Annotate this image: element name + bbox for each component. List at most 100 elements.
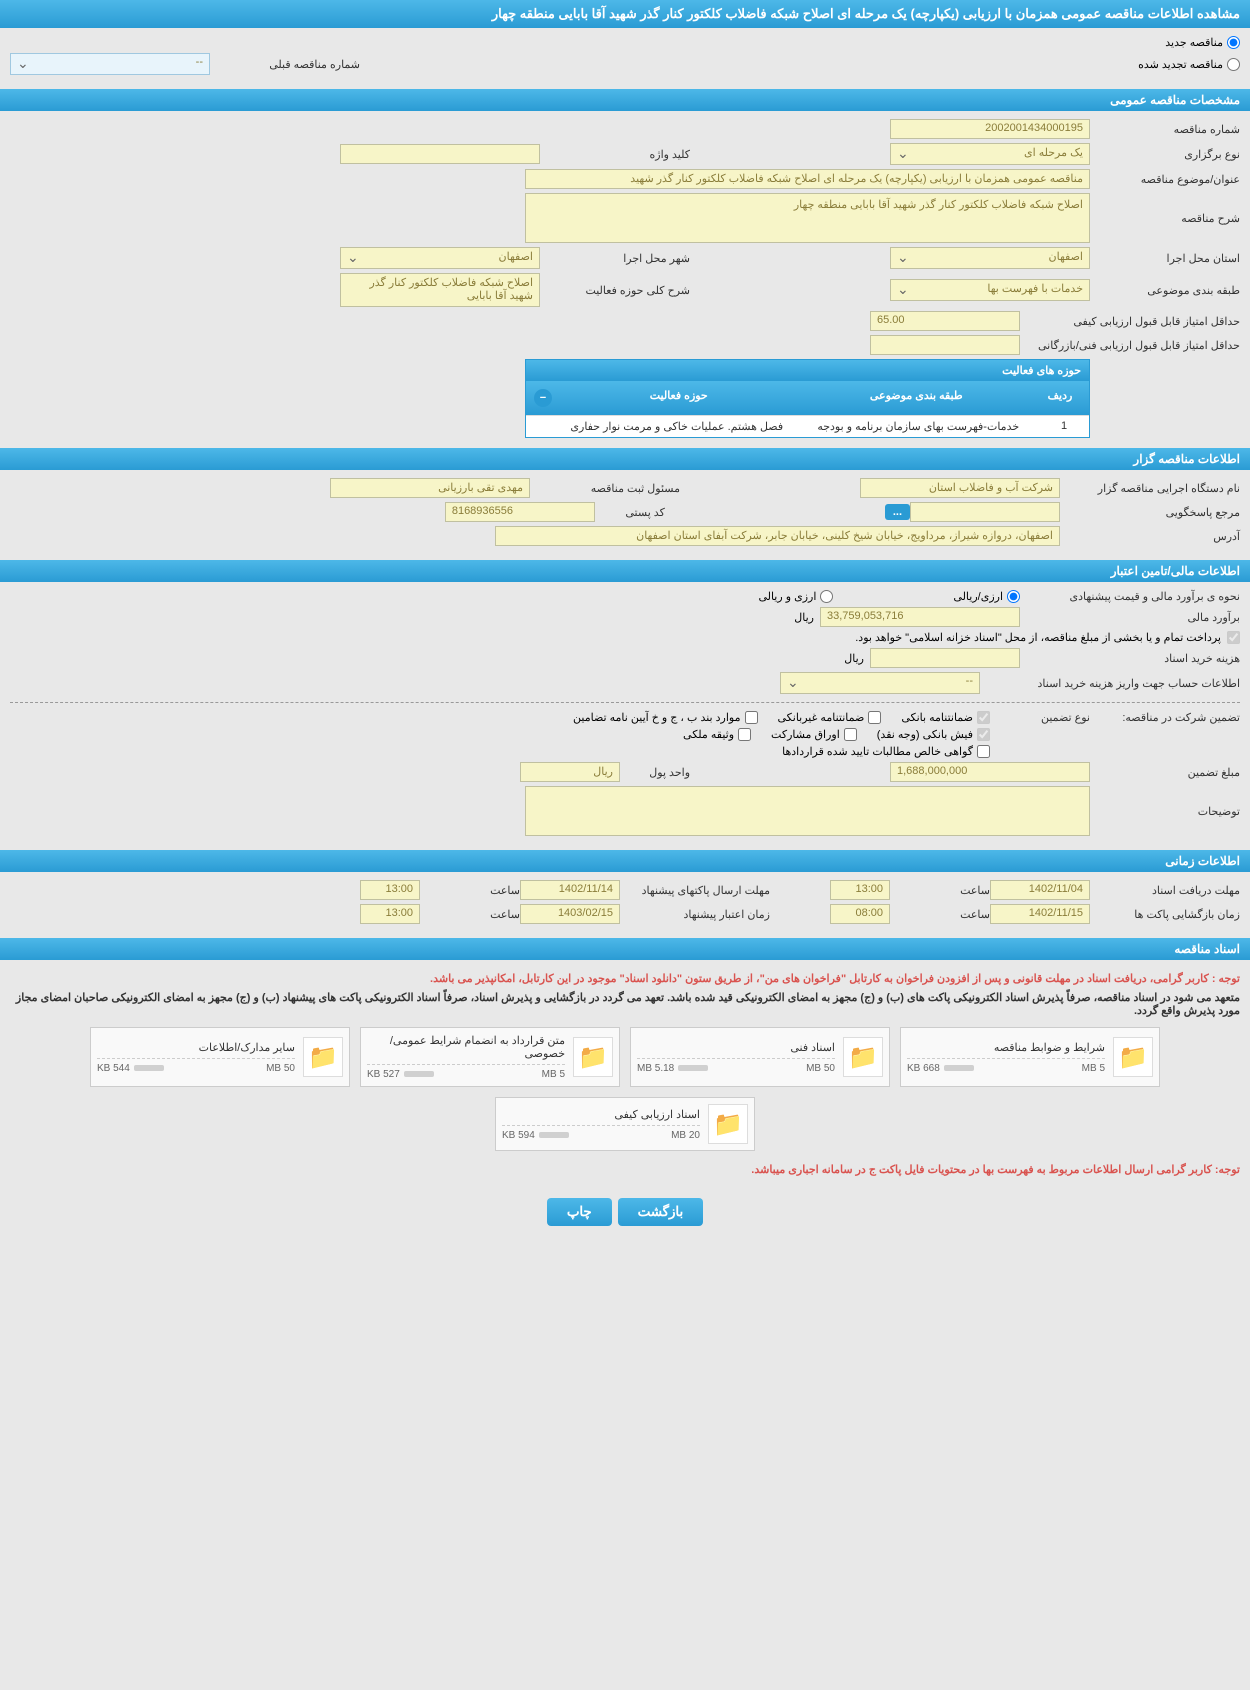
reg-label: مسئول ثبت مناقصه [530,482,680,495]
subject-label: عنوان/موضوع مناقصه [1090,173,1240,186]
category-label: طبقه بندی موضوعی [1090,284,1240,297]
notes-textarea[interactable] [525,786,1090,836]
unit-label: واحد پول [620,766,690,779]
doc-title: شرایط و ضوابط مناقصه [907,1041,1105,1054]
radio-new-tender[interactable]: مناقصه جدید [1165,36,1240,49]
scope-label: شرح کلی حوزه فعالیت [540,284,690,297]
desc-textarea[interactable]: اصلاح شبکه فاضلاب کلکتور کنار گذر شهید آ… [525,193,1090,243]
radio-renewed-tender[interactable]: مناقصه تجدید شده [1138,58,1240,71]
doc-item[interactable]: 📁 سایر مدارک/اطلاعات 50 MB 544 KB [90,1027,350,1087]
activity-table: حوزه های فعالیت ردیف طبقه بندی موضوعی حو… [525,359,1090,438]
doc-limit: 5 MB [542,1069,565,1080]
guarantee-title: تضمین شرکت در مناقصه: [1090,711,1240,724]
city-select[interactable]: اصفهان [340,247,540,269]
doc-size: 594 KB [502,1130,569,1141]
proposal-label: مهلت ارسال پاکتهای پیشنهاد [620,884,770,897]
guarantee-amount-label: مبلغ تضمین [1090,766,1240,779]
doc-item[interactable]: 📁 شرایط و ضوابط مناقصه 5 MB 668 KB [900,1027,1160,1087]
table-row: 1 خدمات-فهرست بهای سازمان برنامه و بودجه… [526,415,1089,437]
tender-no-label: شماره مناقصه [1090,123,1240,136]
radio-both-input[interactable] [820,590,833,603]
chk-cash[interactable]: فیش بانکی (وجه نقد) [877,728,990,741]
validity-time: 13:00 [360,904,420,924]
treasury-note: پرداخت تمام و یا بخشی از مبلغ مناقصه، از… [855,631,1221,644]
doc-title: اسناد فنی [637,1041,835,1054]
th-activity: حوزه فعالیت [560,385,798,411]
currency-label2: ریال [844,652,864,665]
type-select[interactable]: یک مرحله ای [890,143,1090,165]
chk-securities[interactable]: اوراق مشارکت [771,728,857,741]
chk-receivables[interactable]: گواهی خالص مطالبات تایید شده قراردادها [782,745,990,758]
estimate-label: برآورد مالی [1020,611,1240,624]
validity-time-label: ساعت [420,908,520,921]
td-category: خدمات-فهرست بهای سازمان برنامه و بودجه [798,416,1040,437]
remove-row-icon[interactable]: − [534,389,552,407]
doc-item[interactable]: 📁 اسناد ارزیابی کیفی 20 MB 594 KB [495,1097,755,1151]
print-button[interactable]: چاپ [547,1198,612,1226]
category-select[interactable]: خدمات با فهرست بها [890,279,1090,301]
province-select[interactable]: اصفهان [890,247,1090,269]
validity-date: 1403/02/15 [520,904,620,924]
folder-icon: 📁 [303,1037,343,1077]
doc-item[interactable]: 📁 اسناد فنی 50 MB 5.18 MB [630,1027,890,1087]
proposal-date: 1402/11/14 [520,880,620,900]
method-label: نحوه ی برآورد مالی و قیمت پیشنهادی [1020,590,1240,603]
receipt-label: مهلت دریافت اسناد [1090,884,1240,897]
section-time: اطلاعات زمانی [0,850,1250,872]
address-label: آدرس [1060,530,1240,543]
proposal-time-label: ساعت [420,884,520,897]
activity-table-title: حوزه های فعالیت [526,360,1089,381]
keyword-field[interactable] [340,144,540,164]
radio-new-input[interactable] [1227,36,1240,49]
subject-field: مناقصه عمومی همزمان با ارزیابی (یکپارچه)… [525,169,1090,189]
doc-size: 5.18 MB [637,1063,708,1074]
radio-both[interactable]: ارزی و ریالی [758,590,833,603]
doc-size: 527 KB [367,1069,434,1080]
purchase-cost-field[interactable] [870,648,1020,668]
responder-label: مرجع پاسخگویی [1060,506,1240,519]
doc-bottom-notice: توجه: کاربر گرامی ارسال اطلاعات مربوط به… [10,1159,1240,1180]
prev-number-label: شماره مناقصه قبلی [210,58,360,71]
estimate-field: 33,759,053,716 [820,607,1020,627]
desc-label: شرح مناقصه [1090,212,1240,225]
province-label: استان محل اجرا [1090,252,1240,265]
chk-bond[interactable]: موارد بند ب ، ج و خ آیین نامه تضامین [573,711,757,724]
radio-rial-label: ارزی/ریالی [953,590,1003,603]
address-field: اصفهان، دروازه شیراز، مرداویج، خیابان شی… [495,526,1060,546]
opening-label: زمان بازگشایی پاکت ها [1090,908,1240,921]
back-button[interactable]: بازگشت [618,1198,704,1226]
section-financial: اطلاعات مالی/تامین اعتبار [0,560,1250,582]
reg-field: مهدی تقی بارزیانی [330,478,530,498]
doc-limit: 5 MB [1082,1063,1105,1074]
radio-rial[interactable]: ارزی/ریالی [953,590,1020,603]
opening-date: 1402/11/15 [990,904,1090,924]
doc-notice-2: متعهد می شود در اسناد مناقصه، صرفاً پذیر… [10,989,1240,1019]
account-select[interactable]: -- [780,672,980,694]
doc-limit: 50 MB [806,1063,835,1074]
doc-title: متن قرارداد به انضمام شرایط عمومی/خصوصی [367,1034,565,1060]
type-label: نوع برگزاری [1090,148,1240,161]
doc-notice-1: توجه : کاربر گرامی، دریافت اسناد در مهلت… [10,968,1240,989]
radio-rial-input[interactable] [1007,590,1020,603]
account-label: اطلاعات حساب جهت واریز هزینه خرید اسناد [980,677,1240,690]
prev-number-select[interactable]: -- [10,53,210,75]
doc-item[interactable]: 📁 متن قرارداد به انضمام شرایط عمومی/خصوص… [360,1027,620,1087]
radio-renewed-input[interactable] [1227,58,1240,71]
td-row: 1 [1039,416,1089,437]
scope-field: اصلاح شبکه فاضلاب کلکتور کنار گذر شهید آ… [340,273,540,307]
doc-size: 544 KB [97,1063,164,1074]
th-category: طبقه بندی موضوعی [798,385,1036,411]
page-title: مشاهده اطلاعات مناقصه عمومی همزمان با ار… [0,0,1250,28]
proposal-time: 13:00 [360,880,420,900]
org-label: نام دستگاه اجرایی مناقصه گزار [1060,482,1240,495]
folder-icon: 📁 [708,1104,748,1144]
guarantee-type-label: نوع تضمین [990,711,1090,724]
chk-nonbank[interactable]: ضمانتنامه غیربانکی [778,711,882,724]
chk-property[interactable]: وثیقه ملکی [683,728,751,741]
currency-label: ریال [794,611,814,624]
lookup-button[interactable]: ... [885,504,910,520]
responder-field[interactable] [910,502,1060,522]
min-tech-field [870,335,1020,355]
chk-bank[interactable]: ضمانتنامه بانکی [901,711,990,724]
postal-label: کد پستی [595,506,665,519]
